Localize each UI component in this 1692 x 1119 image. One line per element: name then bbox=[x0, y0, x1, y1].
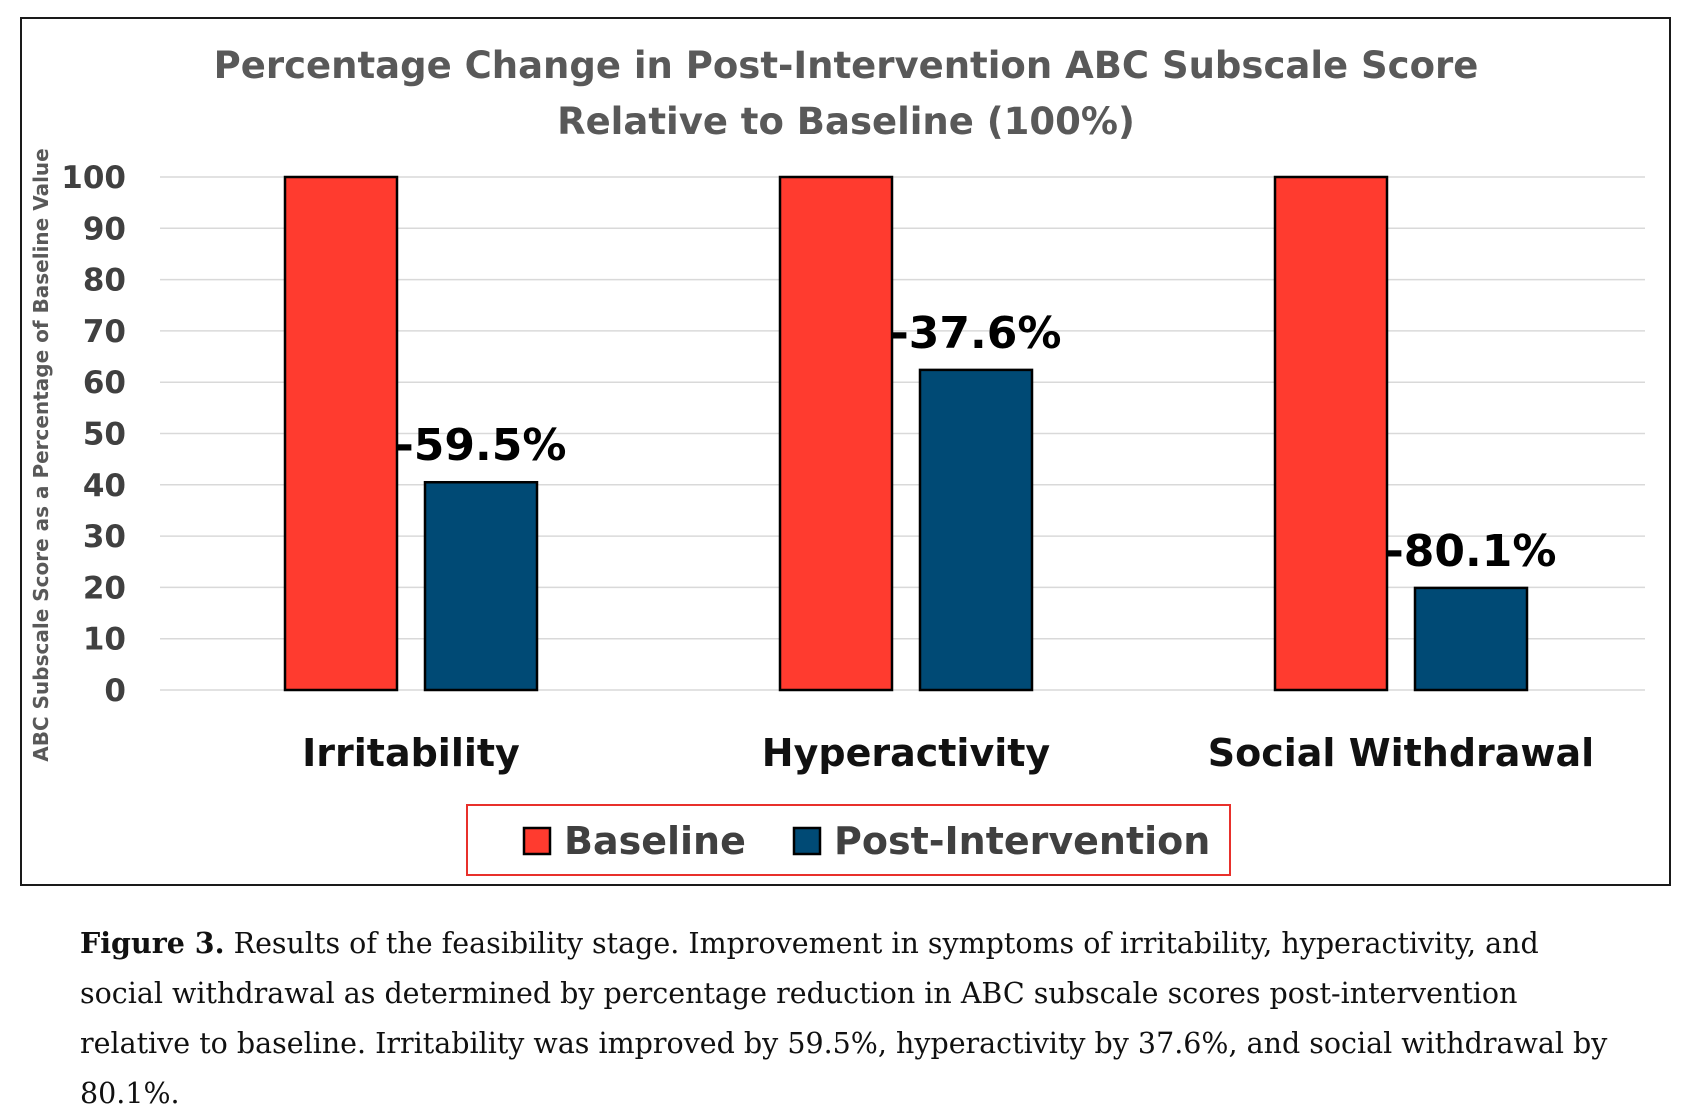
category-label: Social Withdrawal bbox=[1208, 731, 1594, 775]
y-tick-label: 40 bbox=[83, 468, 126, 504]
bar-post-intervention-hyperactivity bbox=[918, 368, 1034, 692]
y-tick-label: 70 bbox=[83, 314, 126, 350]
gridlines bbox=[160, 176, 1645, 691]
chart-title-line-2: Relative to Baseline (100%) bbox=[557, 100, 1135, 143]
y-tick-label: 0 bbox=[104, 673, 126, 709]
caption-text: Results of the feasibility stage. Improv… bbox=[80, 927, 1608, 1110]
bar-baseline-social-withdrawal bbox=[1273, 175, 1389, 692]
data-label: -80.1% bbox=[1386, 526, 1557, 577]
legend: Baseline Post-Intervention bbox=[522, 819, 1210, 863]
bar-chart: Percentage Change in Post-Intervention A… bbox=[29, 44, 1645, 876]
y-tick-label: 80 bbox=[83, 263, 126, 299]
chart-title-line-1: Percentage Change in Post-Intervention A… bbox=[214, 44, 1479, 87]
legend-box bbox=[466, 804, 1231, 876]
data-labels: -59.5% -37.6% -80.1% bbox=[396, 308, 1557, 577]
legend-label-post-intervention: Post-Intervention bbox=[834, 819, 1210, 863]
y-tick-label: 100 bbox=[61, 160, 126, 196]
y-tick-label: 50 bbox=[83, 417, 126, 453]
y-axis-ticks: 0 10 20 30 40 50 60 70 80 90 100 bbox=[61, 160, 126, 709]
legend-swatch-baseline bbox=[522, 826, 552, 856]
y-axis-label: ABC Subscale Score as a Percentage of Ba… bbox=[29, 148, 53, 761]
bar-post-intervention-social-withdrawal bbox=[1413, 586, 1529, 692]
category-label: Irritability bbox=[302, 731, 520, 775]
legend-swatch-post-intervention bbox=[792, 826, 822, 856]
data-label: -59.5% bbox=[396, 420, 567, 471]
y-tick-label: 10 bbox=[83, 622, 126, 658]
figure-caption: Figure 3. Results of the feasibility sta… bbox=[80, 918, 1620, 1119]
bars bbox=[283, 175, 1529, 692]
y-tick-label: 60 bbox=[83, 365, 126, 401]
y-tick-label: 20 bbox=[83, 570, 126, 606]
bar-baseline-hyperactivity bbox=[778, 175, 894, 692]
y-tick-label: 30 bbox=[83, 519, 126, 555]
data-label: -37.6% bbox=[891, 308, 1062, 359]
category-label: Hyperactivity bbox=[762, 731, 1051, 775]
category-labels: Irritability Hyperactivity Social Withdraw… bbox=[302, 731, 1594, 775]
y-tick-label: 90 bbox=[83, 211, 126, 247]
legend-label-baseline: Baseline bbox=[564, 819, 746, 863]
caption-label: Figure 3. bbox=[80, 926, 225, 960]
bar-post-intervention-irritability bbox=[423, 480, 539, 692]
bar-baseline-irritability bbox=[283, 175, 399, 692]
